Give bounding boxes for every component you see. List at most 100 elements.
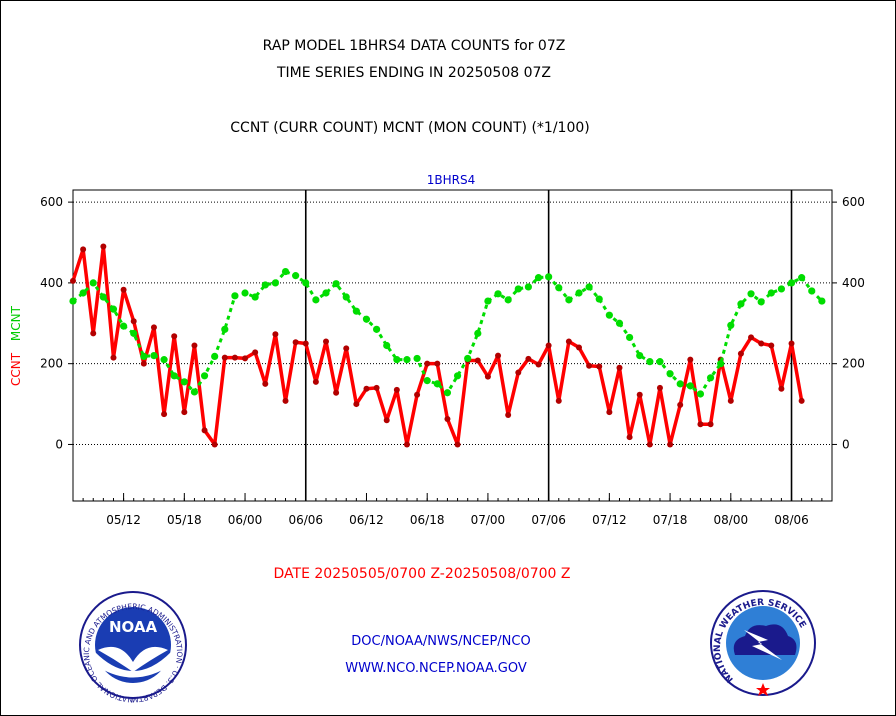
- point-mcnt-7: [140, 352, 148, 361]
- point-mcnt-58: [656, 358, 664, 366]
- point-mcnt-60: [676, 380, 684, 388]
- point-mcnt-0: [69, 297, 77, 305]
- point-mcnt-63: [706, 374, 715, 382]
- x-tick-label-06-00: 06/00: [228, 513, 263, 527]
- point-ccnt-60: [677, 401, 684, 408]
- point-ccnt-32: [393, 386, 400, 393]
- point-ccnt-28: [353, 401, 360, 408]
- point-mcnt-9: [160, 356, 168, 364]
- point-mcnt-72: [798, 274, 806, 282]
- point-ccnt-50: [576, 344, 582, 351]
- point-mcnt-51: [585, 283, 593, 291]
- x-tick-label-08-06: 08/06: [774, 513, 809, 527]
- point-ccnt-1: [80, 246, 87, 253]
- point-ccnt-52: [596, 363, 603, 370]
- point-mcnt-47: [545, 273, 553, 281]
- point-mcnt-5: [120, 322, 128, 330]
- point-ccnt-34: [414, 391, 421, 398]
- point-ccnt-54: [616, 364, 623, 371]
- point-ccnt-19: [262, 380, 269, 387]
- point-ccnt-7: [140, 360, 147, 367]
- point-mcnt-15: [221, 325, 229, 333]
- point-ccnt-25: [323, 338, 329, 345]
- point-ccnt-5: [120, 286, 127, 293]
- chart-subtitle: CCNT (CURR COUNT) MCNT (MON COUNT) (*1/1…: [230, 120, 589, 136]
- x-tick-label-08-00: 08/00: [714, 513, 749, 527]
- point-mcnt-61: [686, 382, 694, 390]
- point-mcnt-26: [332, 280, 340, 288]
- point-mcnt-37: [443, 389, 452, 397]
- point-mcnt-40: [474, 329, 482, 337]
- point-mcnt-45: [524, 283, 533, 291]
- point-ccnt-29: [363, 385, 370, 392]
- point-ccnt-22: [292, 339, 299, 346]
- point-mcnt-62: [696, 390, 705, 398]
- point-ccnt-8: [150, 324, 157, 331]
- point-mcnt-44: [514, 285, 522, 293]
- point-mcnt-17: [241, 289, 249, 297]
- point-mcnt-8: [150, 351, 158, 360]
- point-ccnt-53: [606, 409, 613, 416]
- point-ccnt-70: [778, 385, 785, 392]
- point-mcnt-4: [109, 305, 118, 313]
- point-mcnt-64: [717, 360, 725, 368]
- point-ccnt-13: [201, 427, 208, 434]
- point-ccnt-17: [242, 355, 249, 362]
- point-mcnt-57: [646, 358, 654, 366]
- point-ccnt-21: [282, 397, 289, 404]
- point-mcnt-33: [403, 356, 411, 364]
- point-mcnt-59: [666, 370, 674, 378]
- point-mcnt-30: [373, 325, 381, 333]
- point-mcnt-14: [211, 352, 219, 361]
- point-mcnt-38: [453, 372, 462, 380]
- point-ccnt-42: [495, 352, 502, 359]
- point-mcnt-12: [190, 388, 199, 396]
- point-mcnt-41: [484, 297, 492, 305]
- date-range-label: DATE 20250505/0700 Z-20250508/0700 Z: [274, 566, 571, 582]
- point-mcnt-68: [757, 298, 765, 306]
- point-ccnt-33: [403, 441, 410, 448]
- series-line-ccnt: [71, 244, 804, 447]
- point-ccnt-61: [687, 356, 694, 363]
- point-ccnt-40: [474, 357, 481, 364]
- org-label: DOC/NOAA/NWS/NCEP/NCO: [351, 634, 530, 649]
- x-tick-label-06-06: 06/06: [288, 513, 323, 527]
- point-ccnt-38: [454, 441, 461, 448]
- plot-border: [72, 189, 833, 502]
- point-mcnt-29: [362, 315, 371, 323]
- point-ccnt-9: [161, 411, 168, 418]
- point-ccnt-66: [737, 350, 744, 357]
- point-mcnt-18: [251, 293, 259, 301]
- point-ccnt-23: [302, 340, 309, 347]
- point-mcnt-31: [383, 341, 391, 350]
- point-mcnt-13: [200, 372, 209, 380]
- point-ccnt-67: [748, 334, 755, 341]
- noaa-logo-text: NOAA: [109, 618, 158, 636]
- point-mcnt-23: [302, 279, 310, 287]
- point-mcnt-69: [767, 289, 775, 297]
- point-mcnt-42: [494, 290, 502, 298]
- point-mcnt-32: [393, 356, 401, 364]
- point-mcnt-11: [180, 378, 188, 386]
- point-ccnt-56: [636, 391, 643, 398]
- point-ccnt-27: [343, 345, 350, 352]
- point-ccnt-62: [697, 421, 704, 428]
- point-ccnt-41: [484, 373, 491, 380]
- point-ccnt-71: [788, 340, 795, 347]
- point-mcnt-27: [342, 293, 350, 301]
- point-ccnt-35: [424, 360, 431, 367]
- nws-logo-icon: NATIONAL WEATHER SERVICE: [710, 590, 816, 696]
- point-ccnt-30: [373, 384, 380, 391]
- x-tick-label-07-06: 07/06: [531, 513, 566, 527]
- point-mcnt-49: [565, 296, 573, 304]
- point-ccnt-36: [434, 360, 441, 367]
- x-tick-label-07-12: 07/12: [592, 513, 627, 527]
- point-ccnt-3: [100, 243, 107, 250]
- point-mcnt-50: [575, 289, 583, 297]
- point-mcnt-70: [777, 285, 786, 293]
- point-ccnt-55: [626, 434, 633, 441]
- point-mcnt-48: [555, 284, 563, 292]
- point-ccnt-31: [383, 417, 390, 424]
- point-mcnt-16: [231, 292, 239, 300]
- point-mcnt-71: [787, 279, 796, 287]
